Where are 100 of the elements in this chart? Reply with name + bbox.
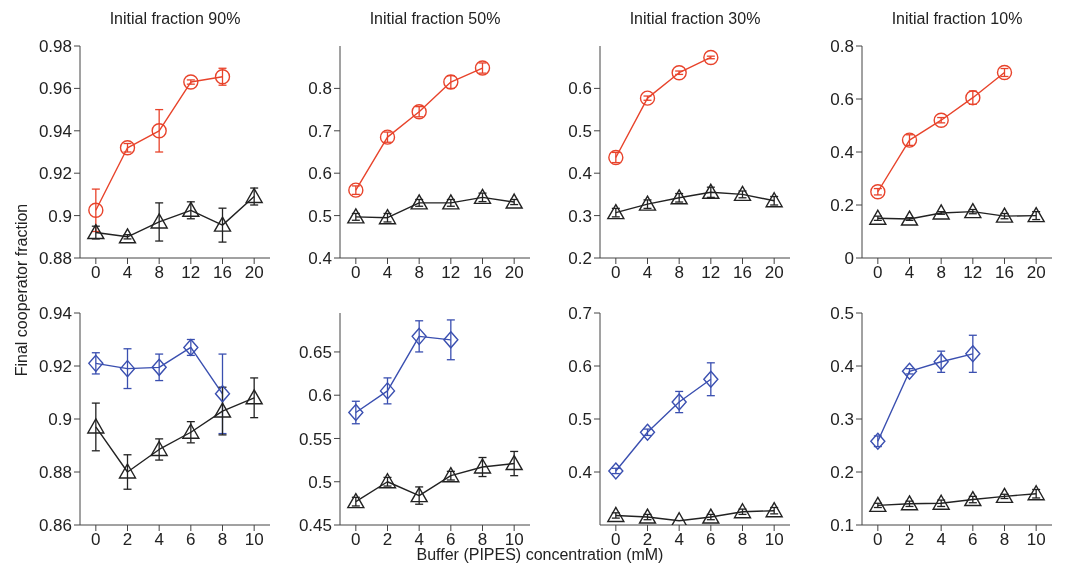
x-tick-label: 20 (504, 263, 524, 283)
y-tick-label: 0.9 (48, 410, 72, 430)
x-tick-label: 8 (936, 263, 946, 283)
point (900, 210, 919, 226)
point (933, 112, 949, 128)
point (245, 389, 263, 405)
point (505, 454, 523, 471)
y-tick-label: 0.45 (298, 516, 332, 536)
point (118, 228, 137, 244)
y-axis-title: Final cooperator fraction (13, 203, 31, 377)
point (1027, 485, 1045, 501)
y-tick-label: 0.92 (38, 357, 72, 377)
y-tick-label: 0.6 (308, 386, 332, 406)
point (473, 188, 492, 205)
y-tick-label: 0.1 (830, 516, 854, 536)
y-tick-label: 0.4 (568, 463, 592, 483)
x-tick-label: 12 (181, 263, 201, 283)
x-tick-label: 16 (473, 263, 492, 283)
point (702, 508, 720, 524)
point (151, 358, 167, 377)
x-tick-label: 4 (154, 530, 164, 550)
point (670, 512, 688, 525)
point (1027, 206, 1045, 223)
point (214, 385, 231, 403)
point (442, 194, 460, 210)
point (671, 65, 687, 81)
y-tick-label: 0.6 (308, 164, 332, 184)
point (182, 423, 200, 439)
y-tick-label: 0.2 (568, 249, 592, 269)
x-tick-label: 16 (995, 263, 1014, 283)
point (702, 183, 720, 199)
y-tick-label: 0.86 (38, 516, 72, 536)
point (245, 187, 263, 204)
point (639, 90, 656, 106)
x-tick-label: 20 (1026, 263, 1046, 283)
x-tick-label: 8 (414, 263, 424, 283)
point (965, 345, 981, 363)
point (119, 359, 136, 378)
point (410, 486, 428, 503)
point (638, 195, 657, 211)
point (703, 370, 719, 388)
y-tick-label: 0.8 (830, 37, 854, 57)
point (901, 362, 918, 380)
point (411, 327, 427, 346)
y-tick-label: 0.2 (830, 196, 854, 216)
x-tick-label: 6 (968, 530, 978, 550)
x-tick-label: 0 (351, 530, 361, 550)
x-tick-label: 10 (244, 530, 264, 550)
point (995, 207, 1014, 223)
x-tick-label: 12 (701, 263, 721, 283)
point (608, 462, 624, 480)
point (765, 192, 783, 208)
y-tick-label: 0.88 (38, 249, 72, 269)
chart-title: Initial fraction 90% (108, 10, 242, 28)
x-tick-label: 10 (1026, 530, 1046, 550)
y-tick-label: 0.5 (568, 121, 592, 141)
point (932, 494, 950, 510)
point (995, 487, 1014, 504)
y-tick-label: 0.4 (308, 249, 332, 269)
y-tick-label: 0.9 (48, 206, 72, 226)
x-tick-label: 12 (441, 263, 461, 283)
x-tick-label: 16 (213, 263, 232, 283)
point (87, 418, 105, 434)
point (347, 208, 365, 224)
point (183, 74, 199, 90)
x-tick-label: 0 (91, 263, 101, 283)
point (213, 402, 232, 418)
y-tick-label: 0.7 (568, 304, 592, 324)
point (379, 382, 396, 400)
point (932, 204, 950, 220)
x-tick-label: 4 (904, 263, 915, 283)
point (638, 508, 657, 524)
point (964, 202, 982, 219)
x-tick-label: 0 (873, 263, 883, 283)
y-tick-label: 0.4 (830, 143, 854, 163)
y-tick-label: 0.6 (568, 357, 592, 377)
point (869, 496, 887, 513)
point (410, 194, 428, 210)
y-tick-label: 0.65 (298, 342, 332, 362)
y-tick-label: 0.98 (38, 37, 72, 57)
y-tick-label: 0.94 (38, 304, 72, 324)
x-tick-label: 8 (674, 263, 684, 283)
point (378, 473, 397, 489)
point (378, 209, 397, 225)
point (443, 331, 459, 349)
x-tick-label: 4 (382, 263, 393, 283)
x-tick-label: 20 (244, 263, 264, 283)
y-tick-label: 0.88 (38, 463, 72, 483)
y-tick-label: 0.5 (830, 304, 854, 324)
point (733, 503, 752, 519)
y-tick-label: 0.3 (830, 410, 854, 430)
x-tick-label: 2 (382, 530, 393, 550)
point (150, 440, 168, 457)
point (639, 423, 656, 441)
point (151, 123, 167, 139)
chart-title: Initial fraction 30% (628, 10, 762, 28)
point (505, 193, 523, 209)
y-tick-label: 0.6 (568, 79, 592, 99)
x-tick-label: 10 (764, 530, 784, 550)
chart-title: Initial fraction 10% (890, 10, 1024, 28)
